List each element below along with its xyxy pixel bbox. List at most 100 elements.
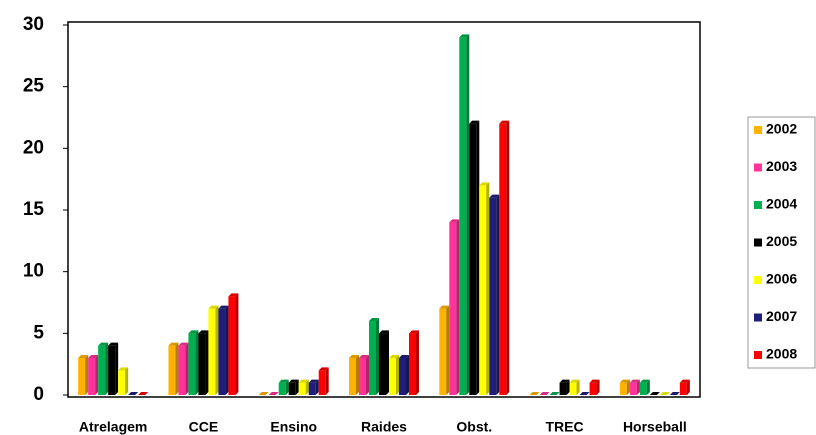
bar xyxy=(389,358,396,395)
bar-top xyxy=(318,367,329,371)
bar xyxy=(349,358,356,395)
legend-swatch xyxy=(754,351,762,359)
y-tick-label: 0 xyxy=(33,384,44,405)
bar-side xyxy=(175,342,179,395)
x-tick-label: Horseball xyxy=(623,419,687,435)
bar-side xyxy=(125,367,129,395)
bar-side xyxy=(596,379,600,395)
bar-top xyxy=(639,379,650,383)
bar-top xyxy=(168,342,179,346)
bar-side xyxy=(185,342,189,395)
bar-top xyxy=(218,305,229,309)
bar-top xyxy=(268,392,279,395)
bar-top xyxy=(409,330,419,334)
y-tick-label: 10 xyxy=(23,261,44,282)
bar-side xyxy=(225,305,229,395)
bar xyxy=(589,382,597,395)
bar xyxy=(178,345,186,395)
bar-top xyxy=(629,379,640,383)
legend-label: 2005 xyxy=(766,233,797,249)
bar-side xyxy=(295,379,299,395)
bar-side xyxy=(506,120,510,396)
legend-label: 2008 xyxy=(766,346,797,362)
bar-side xyxy=(416,330,419,395)
bar xyxy=(278,382,286,395)
bar-top xyxy=(669,392,680,395)
bar-side xyxy=(446,305,450,395)
bar-side xyxy=(115,342,119,395)
bar xyxy=(629,382,637,395)
bar-top xyxy=(489,194,500,198)
bar-side xyxy=(235,293,239,395)
bar-side xyxy=(325,367,329,395)
bar xyxy=(288,382,296,395)
bar xyxy=(399,358,406,395)
bar xyxy=(318,370,326,395)
y-tick-label: 25 xyxy=(23,76,45,97)
legend-swatch xyxy=(754,313,762,322)
bar-top xyxy=(389,355,399,358)
legend-swatch xyxy=(754,163,762,172)
bar-top xyxy=(399,355,409,358)
bar-side xyxy=(476,120,480,396)
x-tick-label: TREC xyxy=(546,419,584,435)
bar xyxy=(439,308,447,395)
bar-top xyxy=(138,392,149,395)
bar-top xyxy=(308,379,319,383)
bar xyxy=(198,333,206,395)
bar xyxy=(298,382,306,395)
bar-top xyxy=(88,355,99,358)
bar-top xyxy=(278,379,289,383)
bar-top xyxy=(659,392,670,395)
bar xyxy=(208,308,216,395)
y-tick-label: 5 xyxy=(33,322,44,343)
bar-side xyxy=(566,379,570,395)
bar xyxy=(499,123,507,396)
bar-top xyxy=(439,305,450,309)
bar-top xyxy=(379,330,389,334)
legend-swatch xyxy=(754,276,762,284)
bar-top xyxy=(679,379,690,383)
bar-top xyxy=(78,355,89,358)
bar xyxy=(409,333,416,395)
bar-side xyxy=(386,330,389,395)
bar-side xyxy=(406,355,409,395)
bar-side xyxy=(315,379,319,395)
bar xyxy=(188,333,196,395)
bar xyxy=(459,37,467,395)
legend-swatch xyxy=(754,238,762,247)
bar xyxy=(449,222,457,395)
bar-side xyxy=(626,379,630,395)
bar-side xyxy=(195,330,199,395)
bar-side xyxy=(686,379,690,395)
bar-top xyxy=(288,379,299,383)
bar-top xyxy=(469,120,480,124)
bar-side xyxy=(366,355,369,395)
bar-top xyxy=(118,367,129,371)
bar-side xyxy=(105,342,109,395)
bar xyxy=(639,382,647,395)
bar-top xyxy=(499,120,510,124)
legend-label: 2004 xyxy=(766,196,797,212)
y-tick-label: 30 xyxy=(23,14,44,35)
bar-top xyxy=(549,392,560,395)
bar-side xyxy=(576,379,580,395)
bar-top xyxy=(349,355,359,358)
bar-side xyxy=(205,330,209,395)
bar-side xyxy=(285,379,289,395)
legend-label: 2002 xyxy=(766,121,797,137)
bar-top xyxy=(479,182,490,186)
bar-side xyxy=(396,355,399,395)
x-tick-label: Ensino xyxy=(270,419,317,435)
legend-label: 2007 xyxy=(766,308,797,324)
bar-top xyxy=(649,392,660,395)
bar-side xyxy=(636,379,640,395)
bar xyxy=(559,382,567,395)
legend-swatch xyxy=(754,126,762,134)
bar-top xyxy=(188,330,199,334)
bar xyxy=(98,345,106,395)
bar-side xyxy=(466,34,470,395)
bar xyxy=(469,123,477,396)
bar-top xyxy=(589,379,600,383)
